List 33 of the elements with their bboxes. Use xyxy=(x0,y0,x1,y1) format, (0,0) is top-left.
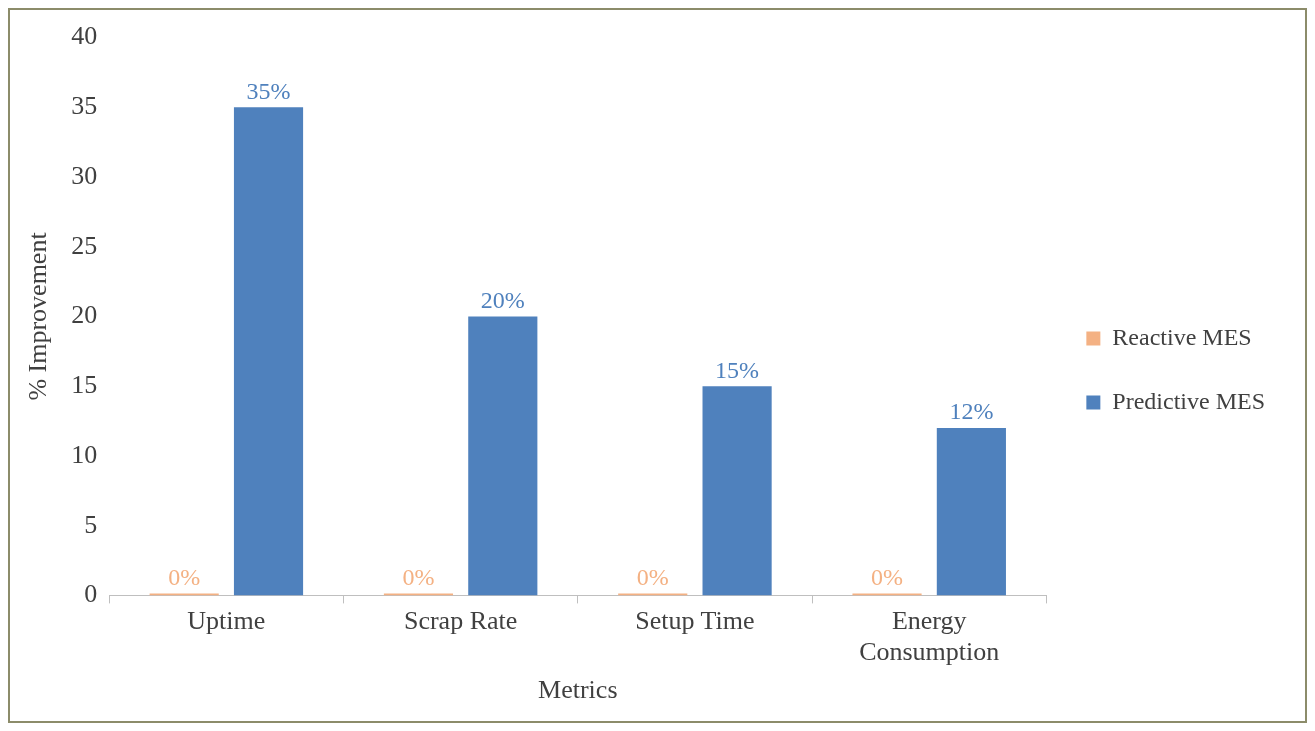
y-tick-label: 20 xyxy=(71,300,98,330)
x-axis-title: Metrics xyxy=(538,675,618,705)
bar xyxy=(702,386,772,596)
legend-label: Predictive MES xyxy=(1112,387,1266,414)
bar xyxy=(149,593,219,596)
data-label: 0% xyxy=(871,563,904,590)
y-tick-label: 35 xyxy=(71,91,98,121)
bar xyxy=(936,428,1006,596)
data-label: 0% xyxy=(168,563,201,590)
bar xyxy=(233,107,304,596)
x-tick-label: Scrap Rate xyxy=(403,605,518,635)
legend-label: Reactive MES xyxy=(1112,323,1252,350)
y-tick-label: 0 xyxy=(84,579,98,609)
x-tick-label: Uptime xyxy=(187,605,266,635)
bar xyxy=(618,593,688,596)
data-label: 12% xyxy=(949,398,994,425)
bar xyxy=(852,593,922,596)
data-label: 0% xyxy=(402,563,435,590)
data-label: 20% xyxy=(480,286,525,313)
y-tick-label: 40 xyxy=(71,21,98,51)
y-tick-label: 5 xyxy=(84,509,98,539)
y-tick-label: 30 xyxy=(71,160,98,190)
y-tick-label: 10 xyxy=(71,439,98,469)
x-tick-label: Energy Consumption xyxy=(859,605,1000,667)
y-tick-label: 15 xyxy=(71,370,98,400)
y-axis-title: % Improvement xyxy=(23,231,53,401)
x-tick-label: Setup Time xyxy=(635,605,755,635)
bar xyxy=(383,593,454,596)
data-label: 0% xyxy=(636,563,669,590)
y-tick-label: 25 xyxy=(71,230,98,260)
bar xyxy=(468,316,538,596)
data-label: 35% xyxy=(246,77,291,104)
data-label: 15% xyxy=(715,356,760,383)
